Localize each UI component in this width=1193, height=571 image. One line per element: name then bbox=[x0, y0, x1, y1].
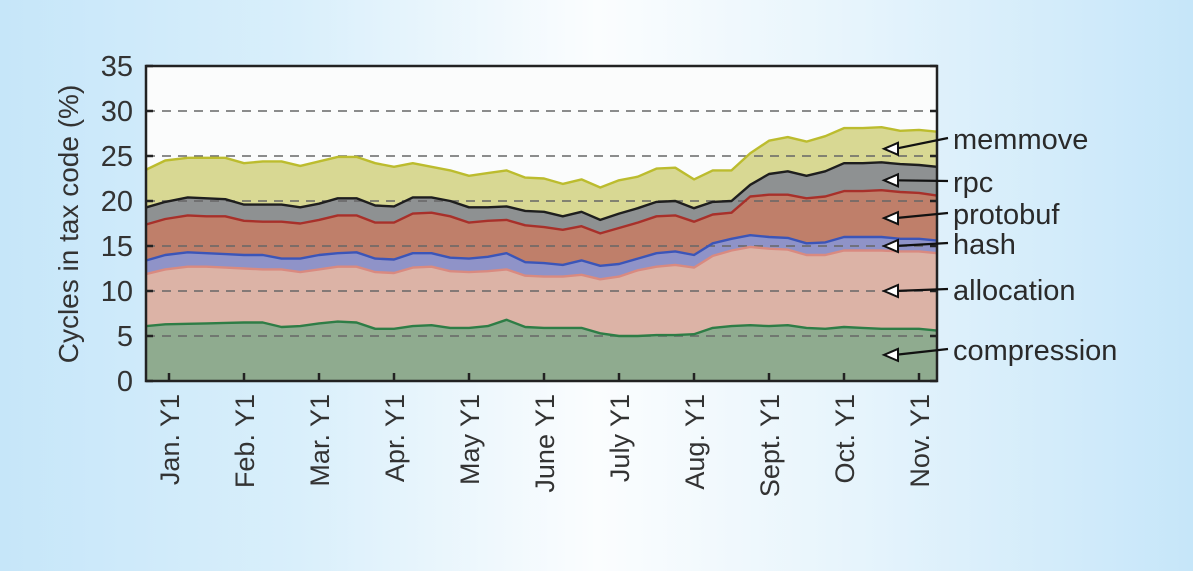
legend-label: hash bbox=[953, 229, 1016, 261]
y-tick-label: 5 bbox=[117, 321, 133, 353]
arrow-head-icon bbox=[881, 347, 899, 363]
annotation-memmove: memmove bbox=[881, 124, 1088, 157]
legend-label: protobuf bbox=[953, 199, 1060, 231]
line-compression bbox=[146, 318, 938, 338]
x-tick-label: July Y1 bbox=[605, 394, 635, 482]
arrow-head-icon bbox=[881, 141, 899, 157]
y-tick-label: 10 bbox=[101, 276, 133, 308]
annotation-rpc: rpc bbox=[881, 167, 993, 199]
y-tick-label: 35 bbox=[101, 51, 133, 83]
arrow-line bbox=[894, 241, 949, 248]
x-tick-label: Aug. Y1 bbox=[680, 394, 710, 490]
x-tick-label: Mar. Y1 bbox=[305, 394, 335, 487]
legend-label: allocation bbox=[953, 275, 1076, 307]
annotation-compression: compression bbox=[881, 335, 1117, 367]
annotation-protobuf: protobuf bbox=[881, 199, 1060, 231]
y-tick-label: 30 bbox=[101, 96, 133, 128]
series-lines bbox=[145, 125, 938, 338]
line-memmove bbox=[145, 125, 938, 189]
x-tick-label: Sept. Y1 bbox=[755, 394, 785, 497]
x-tick-label: Nov. Y1 bbox=[905, 394, 935, 488]
y-tick-label: 25 bbox=[101, 141, 133, 173]
x-tick-label: Oct. Y1 bbox=[830, 394, 860, 484]
x-tick-label: Feb. Y1 bbox=[230, 394, 260, 488]
y-tick-label: 15 bbox=[101, 231, 133, 263]
arrow-line bbox=[894, 179, 949, 183]
legend-label: memmove bbox=[953, 124, 1088, 156]
line-protobuf bbox=[146, 188, 938, 235]
arrow-line bbox=[894, 211, 949, 220]
arrow-line bbox=[894, 347, 949, 356]
line-allocation bbox=[146, 245, 938, 281]
area-memmove bbox=[146, 127, 937, 220]
gridlines bbox=[146, 110, 937, 337]
arrow-head-icon bbox=[881, 172, 899, 188]
x-tick-label: Jan. Y1 bbox=[155, 394, 185, 485]
x-axis: Jan. Y1 Feb. Y1 Mar. Y1 Apr. Y1 May Y1 June Y… bbox=[155, 373, 935, 497]
arrow-head-icon bbox=[881, 210, 899, 226]
legend-label: compression bbox=[953, 335, 1117, 367]
y-axis-title: Cycles in tax code (%) bbox=[53, 85, 84, 364]
arrow-line bbox=[894, 287, 949, 293]
x-tick-label: June Y1 bbox=[530, 394, 560, 493]
arrow-head-icon bbox=[881, 283, 899, 299]
legend-label: rpc bbox=[953, 167, 993, 199]
x-tick-label: May Y1 bbox=[455, 394, 485, 485]
plot-frame bbox=[144, 64, 939, 383]
line-rpc bbox=[146, 161, 938, 222]
arrow-line bbox=[894, 136, 949, 150]
y-axis: 0 5 10 15 20 25 30 35 bbox=[101, 51, 937, 398]
x-tick-label: Apr. Y1 bbox=[380, 394, 410, 482]
area-rpc bbox=[146, 162, 937, 234]
y-tick-label: 20 bbox=[101, 186, 133, 218]
area-allocation bbox=[146, 246, 937, 336]
line-hash bbox=[146, 233, 938, 267]
annotation-allocation: allocation bbox=[881, 275, 1076, 307]
y-tick-label: 0 bbox=[117, 366, 133, 398]
series-areas bbox=[146, 127, 937, 381]
area-compression bbox=[146, 319, 937, 381]
annotation-hash: hash bbox=[881, 229, 1016, 261]
arrow-head-icon bbox=[881, 238, 899, 254]
